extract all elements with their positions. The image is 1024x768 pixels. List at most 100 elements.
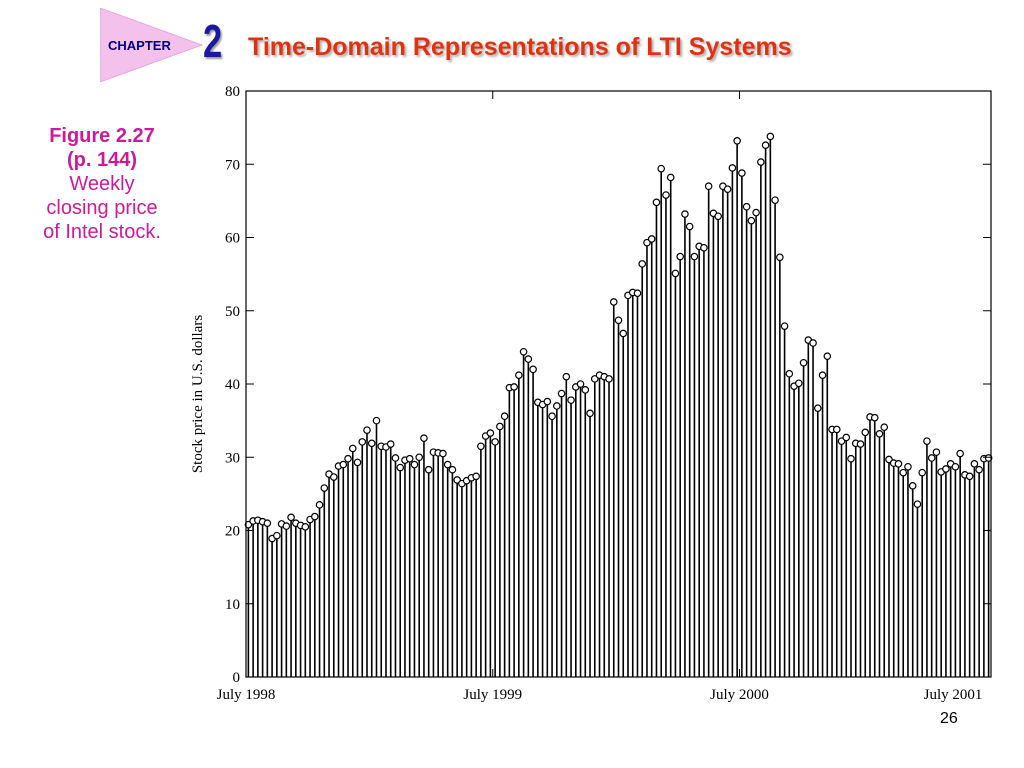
stem-marker [353, 458, 362, 467]
stem-marker [904, 462, 912, 471]
stem-marker [287, 513, 295, 522]
stem-marker [633, 289, 642, 297]
stem-marker [363, 426, 371, 434]
caption-line-1: Weekly [69, 173, 135, 195]
stem-marker [439, 449, 447, 458]
stem-marker [358, 438, 367, 446]
stem-marker [899, 468, 908, 477]
stem-marker [927, 454, 936, 462]
stem-marker [704, 182, 713, 191]
stem-marker [396, 463, 405, 472]
stem-marker [605, 375, 613, 383]
stem-marker [315, 501, 324, 509]
stock-price-chart: 0 10 20 30 40 50 60 70 80 July 1998 July 1999 July … [190, 84, 993, 703]
stem-marker [894, 460, 903, 468]
stem-marker [415, 453, 424, 462]
stem-marker [700, 243, 708, 252]
stem-marker [614, 316, 623, 325]
y-tick-label: 70 [225, 157, 240, 173]
stem-marker [647, 235, 656, 243]
chart-stems [244, 132, 993, 677]
stem-marker [329, 473, 338, 481]
stem-marker [880, 423, 889, 432]
stem-marker [557, 389, 566, 398]
chart-axes: 0 10 20 30 40 50 60 70 80 July 1998 July 1999 July … [217, 84, 991, 703]
stem-marker [785, 369, 794, 378]
stem-marker [609, 298, 618, 306]
stem-marker [372, 416, 381, 425]
stem-marker [448, 465, 457, 474]
stem-marker [619, 329, 628, 338]
stem-marker [367, 439, 376, 448]
stem-marker [975, 465, 983, 474]
stem-marker [908, 482, 917, 490]
stem-marker [918, 468, 926, 477]
chapter-number: 2 [203, 15, 223, 67]
stem-marker [870, 413, 879, 422]
y-tick-label: 10 [225, 597, 240, 613]
y-tick-label: 80 [225, 84, 240, 100]
stem-marker [348, 444, 357, 453]
stem-marker [543, 397, 552, 406]
figure-number: Figure 2.27 [49, 125, 155, 147]
stem-marker [813, 404, 822, 412]
y-tick-label: 50 [225, 304, 240, 320]
stem-marker [728, 164, 737, 172]
caption-line-3: of Intel stock. [43, 221, 161, 243]
stem-marker [757, 158, 765, 166]
stem-marker [832, 425, 841, 434]
stem-marker [742, 202, 751, 211]
stem-marker [847, 454, 855, 463]
stem-marker [391, 454, 400, 462]
stem-marker [510, 383, 518, 391]
stem-marker [662, 191, 670, 199]
stem-marker [486, 429, 495, 437]
stem-marker [519, 347, 528, 356]
stem-marker [500, 412, 509, 421]
stem-marker [567, 396, 575, 404]
stem-marker [690, 252, 699, 261]
stem-marker [477, 442, 485, 451]
stem-marker [714, 212, 722, 221]
stem-marker [443, 460, 452, 469]
x-tick-label: July 1999 [463, 687, 522, 703]
chapter-label: CHAPTER [108, 38, 171, 53]
stem-marker [529, 365, 537, 374]
figure-caption: Figure 2.27 (p. 144) Weekly closing pric… [18, 124, 186, 244]
stem-marker [496, 422, 504, 431]
stem-marker [932, 448, 941, 456]
stem-marker [263, 519, 272, 527]
caption-line-2: closing price [46, 197, 158, 219]
stem-marker [671, 269, 680, 278]
y-tick-label: 30 [225, 450, 240, 466]
stem-marker [780, 322, 789, 330]
stem-marker [913, 500, 922, 508]
y-tick-label: 0 [233, 670, 241, 686]
stem-marker [282, 522, 291, 530]
stem-marker [562, 372, 571, 381]
stem-marker [795, 379, 803, 388]
stem-marker [491, 438, 499, 446]
stem-marker [524, 355, 533, 363]
stem-marker [344, 454, 352, 463]
stem-marker [752, 208, 760, 217]
stem-marker [666, 173, 675, 182]
stem-marker [942, 465, 950, 473]
stem-marker [861, 428, 870, 437]
stem-marker [320, 484, 329, 492]
stem-marker [405, 454, 414, 463]
stem-marker [638, 260, 647, 268]
stem-marker [875, 430, 884, 438]
page-number: 26 [940, 710, 958, 727]
stem-marker [951, 462, 960, 471]
stem-marker [301, 523, 310, 531]
stem-marker [311, 512, 319, 521]
stem-marker [273, 531, 281, 540]
stem-marker [923, 437, 931, 445]
stem-marker [553, 402, 561, 410]
stem-marker [799, 358, 808, 367]
y-tick-label: 40 [225, 377, 240, 393]
x-tick-label: July 2000 [710, 687, 769, 703]
stem-marker [681, 210, 689, 218]
stem-marker [386, 440, 395, 448]
